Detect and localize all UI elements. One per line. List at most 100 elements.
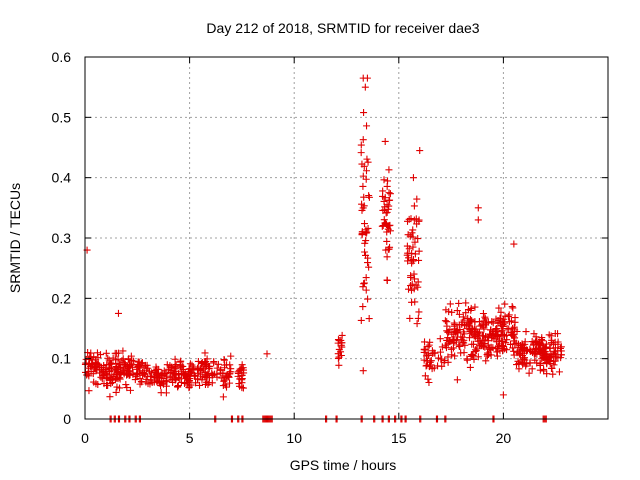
- data-point: [509, 304, 517, 312]
- data-point: [420, 346, 428, 354]
- data-point: [430, 349, 438, 357]
- data-point: [554, 347, 562, 355]
- data-point: [555, 368, 563, 376]
- data-point: [551, 357, 559, 365]
- data-point: [503, 336, 511, 344]
- data-point: [497, 308, 505, 316]
- data-point: [406, 314, 414, 322]
- data-point: [238, 361, 246, 369]
- data-point: [485, 333, 493, 341]
- data-point: [162, 389, 170, 397]
- data-point: [131, 376, 139, 384]
- data-point: [519, 360, 527, 368]
- data-point: [462, 299, 470, 307]
- data-point: [518, 343, 526, 351]
- data-point: [451, 352, 459, 360]
- data-point: [199, 373, 207, 381]
- data-point: [145, 367, 153, 375]
- data-point: [441, 317, 449, 325]
- data-point: [445, 337, 453, 345]
- data-point: [362, 286, 370, 294]
- data-point: [383, 201, 391, 209]
- y-tick-label: 0.1: [52, 351, 72, 367]
- data-point: [474, 330, 482, 338]
- data-point: [385, 222, 393, 230]
- data-point: [235, 380, 243, 388]
- data-point: [446, 326, 454, 334]
- data-point: [489, 344, 497, 352]
- data-point: [515, 349, 523, 357]
- data-point: [237, 365, 245, 373]
- data-point: [338, 339, 346, 347]
- data-point: [471, 303, 479, 311]
- data-point: [501, 300, 509, 308]
- data-point: [384, 225, 392, 233]
- data-point: [82, 359, 90, 367]
- data-point: [493, 348, 501, 356]
- data-point: [115, 349, 123, 357]
- data-point: [190, 365, 198, 373]
- data-point: [460, 339, 468, 347]
- data-point: [109, 354, 117, 362]
- data-point: [112, 388, 120, 396]
- data-point: [364, 158, 372, 166]
- tick-labels: 0 5 10 15 20 0 0.1 0.2 0.3 0.4 0.5 0.6: [52, 49, 512, 446]
- data-point: [491, 328, 499, 336]
- data-point: [205, 374, 213, 382]
- data-point: [103, 371, 111, 379]
- data-point: [539, 351, 547, 359]
- data-point: [358, 229, 366, 237]
- data-point: [483, 351, 491, 359]
- data-point: [120, 359, 128, 367]
- data-point: [501, 332, 509, 340]
- data-point: [408, 280, 416, 288]
- data-point: [220, 356, 228, 364]
- data-point: [455, 310, 463, 318]
- data-point: [415, 308, 423, 316]
- data-point: [85, 387, 93, 395]
- x-tick-label: 0: [81, 430, 89, 446]
- data-point: [100, 367, 108, 375]
- data-point: [504, 313, 512, 321]
- y-tick-label: 0.4: [52, 170, 72, 186]
- data-point: [205, 363, 213, 371]
- data-point: [226, 379, 234, 387]
- data-point: [359, 303, 367, 311]
- y-tick-label: 0.5: [52, 109, 72, 125]
- data-point: [466, 315, 474, 323]
- data-point: [421, 338, 429, 346]
- data-point: [466, 363, 474, 371]
- data-point: [385, 166, 393, 174]
- data-point: [142, 375, 150, 383]
- data-point: [410, 255, 418, 263]
- data-point: [415, 247, 423, 255]
- data-point: [116, 375, 124, 383]
- data-point: [263, 350, 271, 358]
- data-point: [470, 355, 478, 363]
- data-point: [463, 355, 471, 363]
- data-point: [460, 330, 468, 338]
- data-point: [100, 380, 108, 388]
- data-point: [361, 83, 369, 91]
- data-point: [362, 175, 370, 183]
- data-point: [447, 345, 455, 353]
- data-point: [359, 172, 367, 180]
- data-point: [359, 182, 367, 190]
- data-point: [191, 372, 199, 380]
- data-point: [525, 369, 533, 377]
- y-tick-label: 0: [63, 411, 71, 427]
- data-point: [191, 371, 199, 379]
- data-point: [169, 378, 177, 386]
- data-point: [204, 370, 212, 378]
- data-point: [360, 162, 368, 170]
- data-point: [179, 365, 187, 373]
- data-point: [455, 299, 463, 307]
- data-point: [554, 340, 562, 348]
- data-point: [535, 338, 543, 346]
- data-point: [362, 251, 370, 259]
- data-point: [522, 328, 530, 336]
- data-point: [129, 371, 137, 379]
- y-tick-label: 0.6: [52, 49, 72, 65]
- data-point: [543, 370, 551, 378]
